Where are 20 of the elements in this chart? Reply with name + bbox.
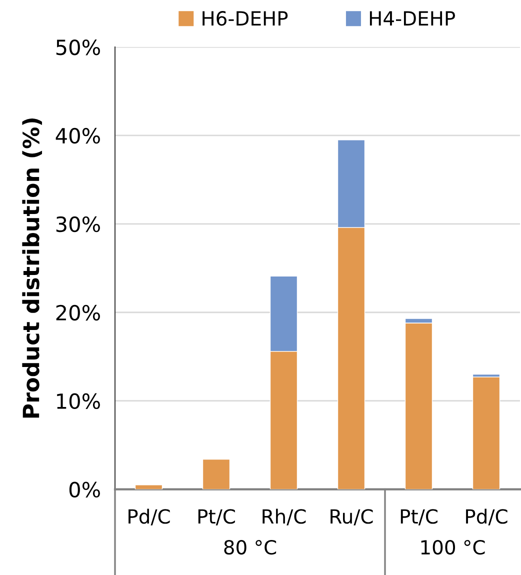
text: 80 °C <box>224 540 276 555</box>
bar <box>134 484 163 490</box>
y-tick-label: 40% <box>56 128 100 144</box>
bar <box>472 376 500 490</box>
y-axis-title: Product distribution (%) <box>22 118 42 418</box>
y-tick-label: 20% <box>56 304 100 321</box>
y-tick-label: 30% <box>56 216 100 232</box>
legend-label: H6-DEHP <box>202 11 288 26</box>
x-tick-label: Pt/C <box>400 509 438 526</box>
y-tick-label: 50% <box>56 39 100 56</box>
x-tick-label: Ru/C <box>330 509 373 526</box>
text: 100 °C <box>421 540 485 555</box>
x-tick-label: Pd/C <box>466 508 508 526</box>
x-tick-label: Pt/C <box>198 509 235 526</box>
bar <box>202 458 230 490</box>
y-tick-label: 10% <box>57 393 100 410</box>
legend-label: H4-DEHP <box>370 11 456 26</box>
x-tick-label: Pd/C <box>128 508 170 526</box>
y-tick-label: 0% <box>69 482 100 498</box>
x-tick-label: Rh/C <box>262 508 306 526</box>
